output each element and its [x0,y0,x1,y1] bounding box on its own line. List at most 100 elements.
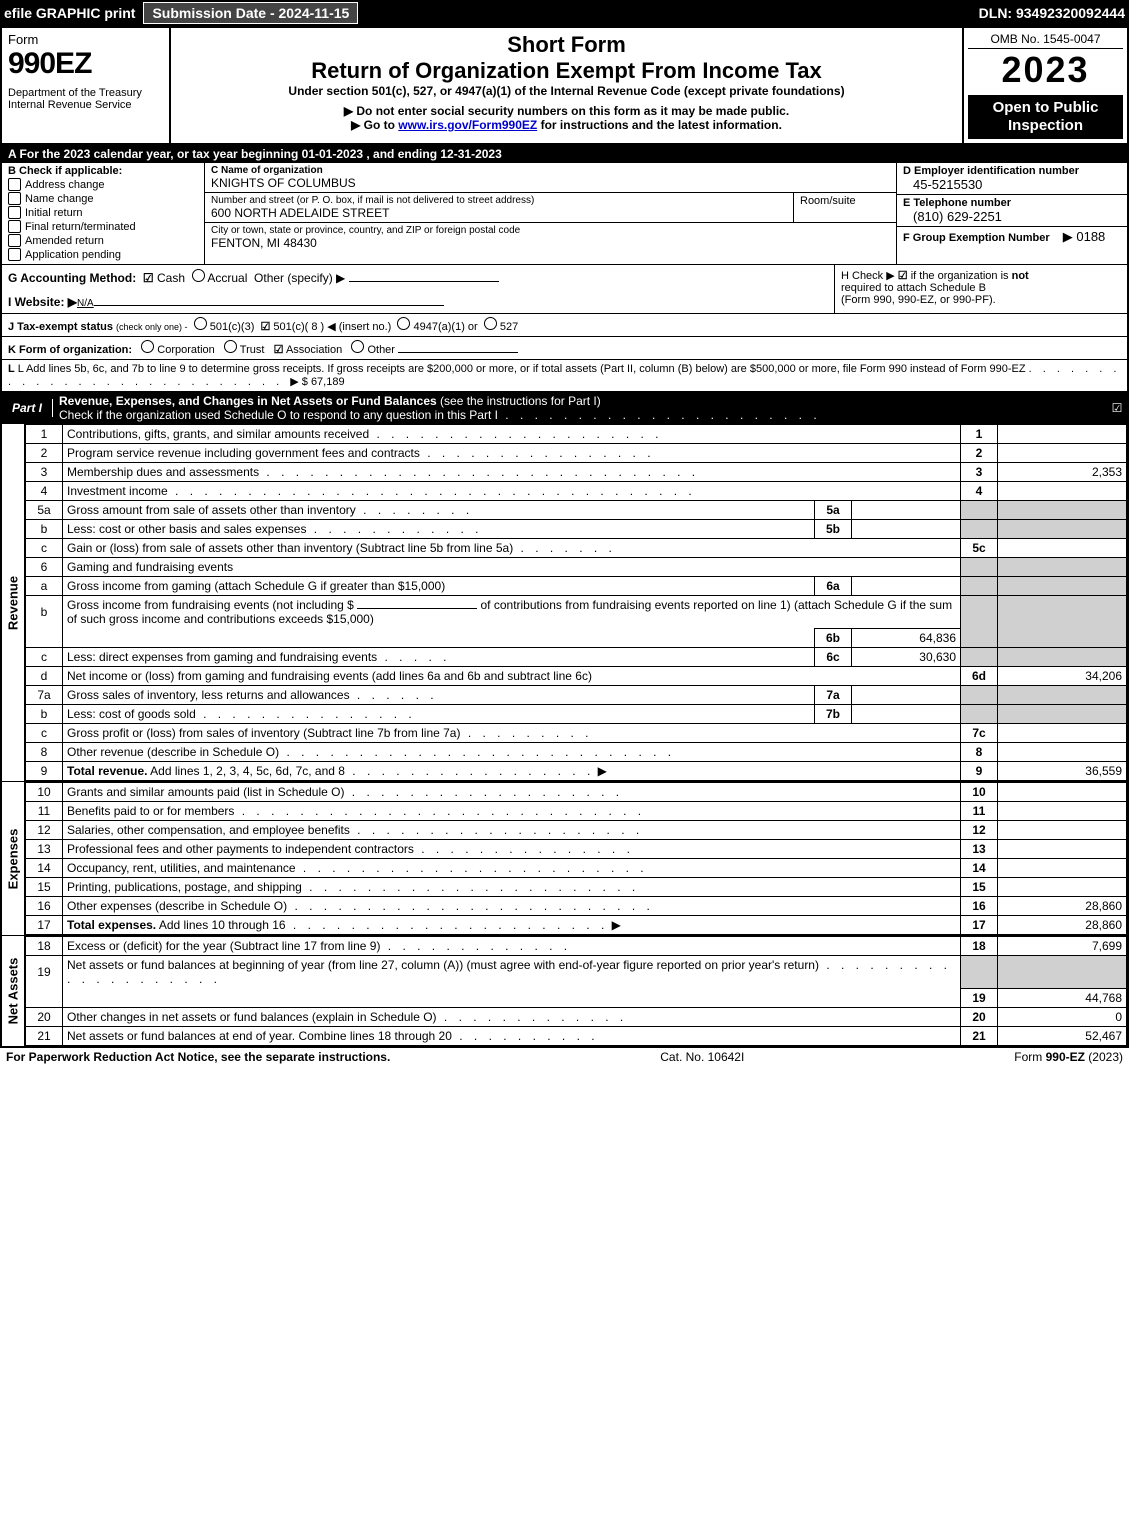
form-header: Form 990EZ Department of the Treasury In… [2,28,1127,145]
l15-rn: 15 [961,878,998,897]
l10-desc: Grants and similar amounts paid (list in… [63,783,961,802]
chk-name-change[interactable] [8,192,21,205]
chk-other[interactable] [351,340,364,353]
l6-desc: Gaming and fundraising events [63,558,961,577]
l5b-sn: 5b [815,520,852,539]
chk-527[interactable] [484,317,497,330]
c-label: C Name of organization [211,165,890,176]
k-label: K Form of organization: [8,344,132,356]
chk-accrual[interactable] [192,269,205,282]
f-label: F Group Exemption Number [903,232,1050,244]
goto-prefix: ▶ Go to [351,118,398,132]
l7c-desc: Gross profit or (loss) from sales of inv… [63,724,961,743]
l5b-num: b [26,520,63,539]
l14-num: 14 [26,859,63,878]
l20-rv: 0 [998,1007,1127,1026]
chk-final-return[interactable] [8,220,21,233]
expenses-section: Expenses 10Grants and similar amounts pa… [2,782,1127,936]
chk-trust[interactable] [224,340,237,353]
chk-corp[interactable] [141,340,154,353]
top-bar: efile GRAPHIC print Submission Date - 20… [0,0,1129,26]
l14-rv [998,859,1127,878]
part-1-desc: Revenue, Expenses, and Changes in Net As… [53,392,1107,424]
l6c-desc: Less: direct expenses from gaming and fu… [63,648,815,667]
l6b-num2 [26,629,63,648]
l8-rv [998,743,1127,762]
l12-desc: Salaries, other compensation, and employ… [63,821,961,840]
goto-link[interactable]: www.irs.gov/Form990EZ [398,118,537,132]
opt-final-return: Final return/terminated [25,221,136,233]
l2-rn: 2 [961,444,998,463]
l4-desc: Investment income . . . . . . . . . . . … [63,482,961,501]
header-center: Short Form Return of Organization Exempt… [171,28,962,143]
chk-application-pending[interactable] [8,248,21,261]
l6b-num: b [26,596,63,629]
section-h: H Check ▶ ☑ if the organization is not r… [834,265,1127,313]
do-not-enter: ▶ Do not enter social security numbers o… [175,104,958,118]
org-name: KNIGHTS OF COLUMBUS [211,176,890,190]
return-title: Return of Organization Exempt From Incom… [175,58,958,84]
h-not: not [1012,270,1029,282]
l5a-desc: Gross amount from sale of assets other t… [63,501,815,520]
l1-rn: 1 [961,425,998,444]
l2-desc: Program service revenue including govern… [63,444,961,463]
l16-rn: 16 [961,897,998,916]
goto-suffix: for instructions and the latest informat… [537,118,782,132]
section-def: D Employer identification number 45-5215… [896,163,1127,264]
l6b-rn-shaded [961,596,998,629]
l1-rv [998,425,1127,444]
omb-number: OMB No. 1545-0047 [968,32,1123,49]
chk-amended-return[interactable] [8,234,21,247]
l19-num2 [26,988,63,1007]
chk-4947[interactable] [397,317,410,330]
k-other: Other [367,344,395,356]
efile-label[interactable]: efile GRAPHIC print [4,5,135,21]
l9-rv: 36,559 [998,762,1127,781]
l6d-rv: 34,206 [998,667,1127,686]
l3-desc: Membership dues and assessments . . . . … [63,463,961,482]
footer-right: Form 990-EZ (2023) [1014,1050,1123,1064]
k-corp: Corporation [157,344,214,356]
opt-address-change: Address change [25,179,105,191]
l17-desc: Total expenses. Add lines 10 through 16 … [63,916,961,935]
l6-num: 6 [26,558,63,577]
l6b-rv-shaded2 [998,629,1127,648]
chk-501c3[interactable] [194,317,207,330]
l9-num: 9 [26,762,63,781]
phone-value: (810) 629-2251 [903,209,1121,224]
l10-num: 10 [26,783,63,802]
l17-rv: 28,860 [998,916,1127,935]
section-gi: G Accounting Method: ☑ Cash Accrual Othe… [2,265,834,313]
l6a-rv-shaded [998,577,1127,596]
l18-num: 18 [26,937,63,956]
revenue-sidelabel: Revenue [2,424,25,781]
j-o2: 501(c)( 8 ) ◀ (insert no.) [273,321,391,333]
l6c-sv: 30,630 [852,648,961,667]
row-l: L L Add lines 5b, 6c, and 7b to line 9 t… [2,360,1127,392]
l5b-sv [852,520,961,539]
g-other: Other (specify) ▶ [254,271,345,285]
l7b-rn-shaded [961,705,998,724]
l4-rn: 4 [961,482,998,501]
l18-rv: 7,699 [998,937,1127,956]
chk-initial-return[interactable] [8,206,21,219]
l20-desc: Other changes in net assets or fund bala… [63,1007,961,1026]
l7b-rv-shaded [998,705,1127,724]
chk-address-change[interactable] [8,178,21,191]
ein-value: 45-5215530 [903,177,1121,192]
netassets-sidelabel: Net Assets [2,936,25,1046]
expenses-sidelabel: Expenses [2,782,25,935]
l21-desc: Net assets or fund balances at end of ye… [63,1026,961,1045]
k-other-line [398,352,518,353]
l7c-rv [998,724,1127,743]
g-other-input[interactable] [349,281,499,282]
l7a-sn: 7a [815,686,852,705]
h-text1: H Check ▶ [841,270,895,282]
l4-num: 4 [26,482,63,501]
chk-cash-icon: ☑ [143,271,154,285]
l1-num: 1 [26,425,63,444]
l6c-rn-shaded [961,648,998,667]
footer-left: For Paperwork Reduction Act Notice, see … [6,1050,390,1064]
l12-num: 12 [26,821,63,840]
l3-rn: 3 [961,463,998,482]
